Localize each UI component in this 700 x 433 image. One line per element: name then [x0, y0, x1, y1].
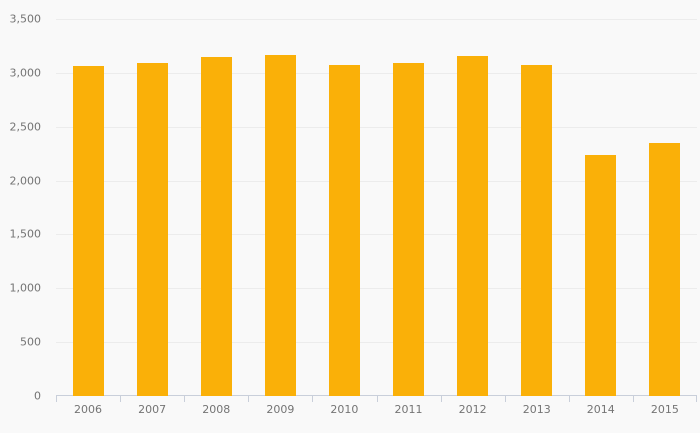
axis-tick	[56, 396, 57, 402]
gridline	[56, 234, 697, 236]
bars-container	[56, 19, 697, 396]
x-axis-tick-label: 2015	[650, 403, 679, 416]
x-axis-tick-label: 2008	[202, 403, 231, 416]
x-axis-line	[56, 395, 697, 396]
axis-tick	[632, 396, 634, 402]
x-axis-tick-label: 2014	[586, 403, 615, 416]
y-axis-tick-label: 500	[20, 335, 41, 349]
plot-area	[56, 19, 697, 402]
bar-2008[interactable]	[200, 56, 232, 396]
y-axis-tick-label: 3,500	[9, 12, 42, 26]
bar-column-2015	[633, 19, 697, 396]
axis-tick	[184, 396, 186, 402]
bar-column-2010	[312, 19, 376, 396]
bar-column-2011	[376, 19, 440, 396]
axis-tick	[440, 396, 442, 402]
bar-2009[interactable]	[264, 54, 296, 396]
bar-column-2008	[184, 19, 248, 396]
y-axis-labels: 0 500 1,000 1,500 2,000 2,500 3,000 3,500	[0, 14, 42, 402]
gridline	[56, 180, 697, 182]
bar-2012[interactable]	[457, 55, 489, 396]
y-axis-tick-label: 3,000	[9, 66, 42, 80]
x-axis-tick-label: 2010	[330, 403, 359, 416]
axis-tick	[248, 396, 250, 402]
axis-tick	[504, 396, 506, 402]
axis-tick	[696, 396, 697, 402]
bar-column-2014	[569, 19, 633, 396]
y-axis-tick-label: 1,500	[9, 227, 42, 241]
bar-2006[interactable]	[72, 66, 104, 396]
bar-column-2007	[120, 19, 184, 396]
bar-2010[interactable]	[328, 65, 360, 396]
y-axis-tick-label: 2,500	[9, 120, 42, 134]
x-axis-tick-label: 2012	[458, 403, 487, 416]
bar-2013[interactable]	[521, 64, 553, 396]
axis-tick	[568, 396, 570, 402]
x-axis-tick-label: 2013	[522, 403, 551, 416]
bar-2014[interactable]	[585, 154, 617, 396]
x-axis-tick-label: 2007	[138, 403, 167, 416]
y-axis-tick-label: 1,000	[9, 281, 42, 295]
y-axis-tick-label: 2,000	[9, 174, 42, 188]
bar-2015[interactable]	[649, 143, 681, 396]
x-axis-labels: 2006 2007 2008 2009 2010 2011 2012 2013 2014 2015	[56, 403, 697, 416]
x-axis-tick-label: 2009	[266, 403, 295, 416]
bar-2011[interactable]	[393, 62, 425, 396]
gridline	[56, 288, 697, 290]
bar-column-2013	[505, 19, 569, 396]
bar-column-2012	[441, 19, 505, 396]
gridline	[56, 126, 697, 128]
gridline	[56, 342, 697, 344]
bar-2007[interactable]	[136, 62, 168, 396]
y-axis-tick-label: 0	[34, 389, 41, 403]
bar-column-2006	[56, 19, 120, 396]
axis-tick	[120, 396, 122, 402]
axis-tick	[312, 396, 314, 402]
gridline	[56, 19, 697, 20]
axis-tick	[376, 396, 378, 402]
x-axis-tick-label: 2011	[394, 403, 423, 416]
x-axis-tick-label: 2006	[74, 403, 103, 416]
bar-column-2009	[248, 19, 312, 396]
gridline	[56, 72, 697, 74]
